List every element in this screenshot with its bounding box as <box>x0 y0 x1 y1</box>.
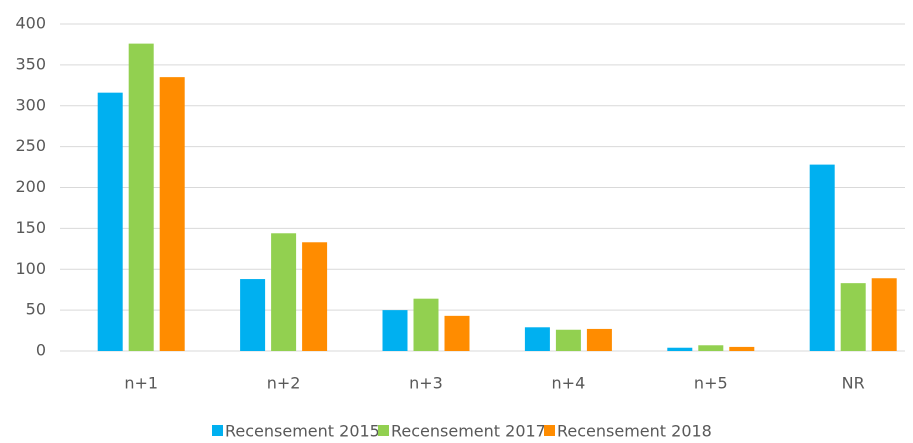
bar <box>555 329 581 351</box>
bar <box>240 279 266 351</box>
x-tick-label: n+3 <box>409 374 443 393</box>
bar <box>586 328 612 351</box>
legend-swatch <box>544 425 555 436</box>
y-tick-label: 0 <box>36 341 46 360</box>
legend-label: Recensement 2017 <box>391 422 546 441</box>
x-tick-label: n+4 <box>552 374 586 393</box>
y-tick-label: 350 <box>15 54 46 73</box>
x-tick-label: NR <box>842 374 865 393</box>
bar <box>382 310 408 351</box>
bar <box>667 347 693 351</box>
bar <box>444 315 470 351</box>
bar <box>729 346 755 351</box>
legend-label: Recensement 2018 <box>557 422 712 441</box>
bar <box>128 43 154 352</box>
y-tick-label: 50 <box>26 300 46 319</box>
legend-swatch <box>212 425 223 436</box>
x-tick-label: n+1 <box>124 374 158 393</box>
y-tick-label: 200 <box>15 177 46 196</box>
bar <box>302 242 328 351</box>
bar <box>871 278 897 351</box>
y-tick-label: 300 <box>15 95 46 114</box>
bar <box>698 345 724 351</box>
x-tick-label: n+2 <box>267 374 301 393</box>
x-tick-label: n+5 <box>694 374 728 393</box>
y-tick-label: 250 <box>15 136 46 155</box>
y-tick-label: 400 <box>15 14 46 33</box>
y-tick-label: 100 <box>15 259 46 278</box>
bar <box>413 298 439 351</box>
legend-label: Recensement 2015 <box>225 422 380 441</box>
bar <box>271 233 297 351</box>
bar <box>524 327 550 351</box>
legend-swatch <box>378 425 389 436</box>
bar <box>97 92 123 352</box>
bar <box>840 283 866 351</box>
bar <box>809 164 835 351</box>
y-tick-label: 150 <box>15 218 46 237</box>
bar <box>159 77 185 351</box>
